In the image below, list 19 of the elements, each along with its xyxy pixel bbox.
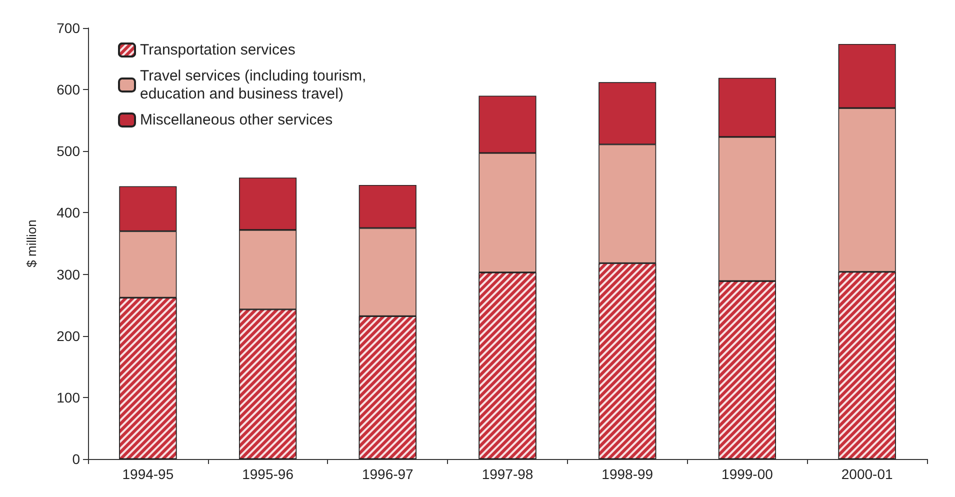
y-tick-label: 400 (56, 204, 80, 221)
y-axis-title: $ million (24, 220, 39, 268)
legend-label: Transportation services (140, 42, 296, 58)
legend-label: Miscellaneous other services (140, 112, 333, 128)
legend-label: Travel services (including tourism, education and business travel) (140, 68, 370, 102)
y-tick-label: 300 (56, 266, 80, 282)
y-tick-label: 100 (56, 389, 80, 406)
y-tick-label: 700 (56, 20, 80, 36)
x-tick-label: 1996-97 (362, 466, 414, 482)
x-tick-label: 1997-98 (482, 466, 534, 482)
y-tick-label: 500 (56, 143, 80, 160)
y-tick-label: 0 (72, 451, 80, 467)
x-tick-label: 1999-00 (722, 466, 774, 482)
x-tick-label: 1995-96 (242, 466, 294, 482)
x-tick-label: 1994-95 (122, 466, 174, 482)
x-tick-label: 1998-99 (602, 466, 654, 482)
x-tick-label: 2000-01 (841, 466, 893, 482)
y-tick-label: 600 (56, 82, 80, 98)
y-tick-label: 200 (56, 328, 80, 344)
